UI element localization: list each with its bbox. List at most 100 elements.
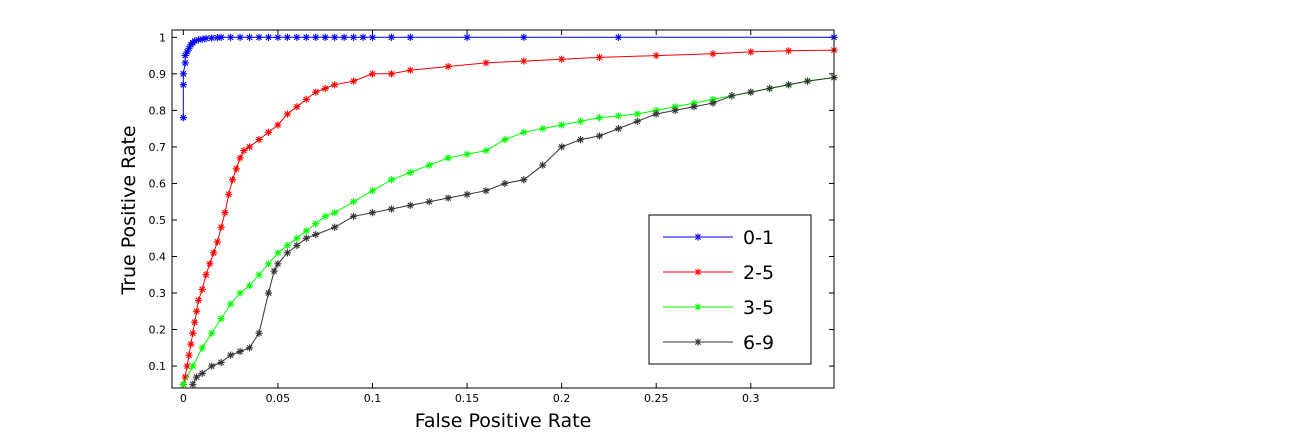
x-tick-label: 0.05: [266, 392, 291, 405]
data-point-6-9: [236, 347, 244, 356]
legend-label: 6-9: [743, 332, 774, 354]
data-point-6-9: [482, 187, 490, 195]
data-point-3-5: [520, 128, 528, 136]
data-point-6-9: [747, 88, 755, 96]
data-point-6-9: [444, 194, 452, 202]
data-point-3-5: [293, 234, 301, 242]
data-point-2-5: [595, 53, 604, 61]
legend-item-0-1: 0-1: [663, 227, 774, 249]
data-point-6-9: [264, 289, 273, 297]
data-point-2-5: [293, 103, 301, 111]
data-point-2-5: [709, 50, 717, 58]
data-point-3-5: [349, 198, 358, 206]
data-point-3-5: [633, 110, 641, 118]
data-point-0-1: [264, 33, 273, 41]
legend-marker: [694, 233, 702, 241]
legend-item-2-5: 2-5: [663, 262, 774, 284]
data-point-6-9: [652, 110, 660, 118]
data-point-3-5: [245, 282, 254, 290]
data-point-0-1: [236, 33, 244, 41]
y-tick-label: 0.1: [149, 360, 167, 373]
data-point-2-5: [217, 223, 225, 231]
data-point-2-5: [255, 135, 263, 144]
data-point-3-5: [368, 187, 377, 195]
data-point-0-1: [349, 33, 358, 41]
y-tick-label: 0.5: [149, 214, 167, 227]
data-point-2-5: [210, 249, 218, 257]
data-point-0-1: [368, 33, 377, 41]
data-point-2-5: [198, 285, 206, 293]
series-3-5: [179, 73, 838, 388]
data-point-3-5: [179, 380, 187, 388]
data-point-3-5: [425, 161, 433, 169]
x-tick-labels: 0 0.05 0.1 0.15 0.2 0.25 0.3: [180, 392, 760, 405]
legend-label: 0-1: [743, 227, 774, 249]
data-point-2-5: [264, 128, 273, 136]
y-tick-label: 0.7: [149, 141, 167, 154]
data-point-6-9: [520, 176, 528, 184]
data-point-6-9: [766, 84, 774, 93]
series-2-5: [179, 46, 838, 388]
data-point-3-5: [614, 112, 622, 120]
data-point-3-5: [558, 121, 566, 129]
data-point-6-9: [283, 249, 291, 257]
data-point-3-5: [274, 249, 282, 257]
data-point-2-5: [482, 59, 490, 67]
data-point-3-5: [255, 271, 263, 279]
data-point-6-9: [595, 132, 604, 140]
y-tick-labels: 0.1 0.2 0.3 0.4 0.5 0.6 0.7 0.8 0.9 1: [149, 31, 167, 373]
data-point-2-5: [189, 329, 197, 337]
data-point-6-9: [245, 344, 254, 352]
data-point-0-1: [245, 33, 254, 41]
data-point-6-9: [270, 267, 278, 275]
legend-label: 2-5: [743, 262, 774, 284]
data-point-6-9: [728, 92, 736, 100]
data-point-2-5: [274, 121, 282, 129]
x-tick-label: 0.15: [455, 392, 480, 405]
y-axis-title: True Positive Rate: [118, 125, 140, 295]
data-point-2-5: [520, 57, 528, 65]
data-point-2-5: [331, 81, 339, 89]
legend-label: 3-5: [743, 297, 774, 319]
data-point-0-1: [463, 33, 471, 41]
data-point-2-5: [312, 88, 320, 96]
data-point-2-5: [213, 238, 221, 246]
x-tick-label: 0.25: [644, 392, 669, 405]
data-point-6-9: [293, 241, 301, 250]
data-point-2-5: [747, 48, 755, 56]
data-point-2-5: [387, 70, 396, 78]
data-point-0-1: [520, 33, 528, 41]
data-point-0-1: [312, 33, 320, 41]
legend: 0-1 2-5 3-5 6-9: [648, 214, 812, 365]
data-point-0-1: [387, 33, 396, 41]
legend-marker: [694, 338, 702, 346]
data-point-2-5: [191, 318, 199, 326]
data-point-2-5: [368, 70, 377, 78]
data-point-3-5: [321, 212, 329, 220]
data-point-3-5: [217, 314, 225, 323]
data-point-0-1: [293, 33, 301, 41]
data-point-6-9: [368, 209, 377, 217]
data-point-3-5: [387, 176, 396, 184]
data-point-0-1: [255, 33, 263, 41]
data-point-0-1: [321, 33, 329, 41]
y-tick-label: 0.4: [149, 250, 167, 263]
data-point-3-5: [264, 260, 273, 268]
data-point-0-1: [179, 114, 187, 122]
data-point-0-1: [406, 33, 414, 41]
data-point-6-9: [463, 190, 471, 198]
series-0-1: [179, 33, 838, 122]
data-point-6-9: [349, 212, 358, 220]
data-point-2-5: [406, 66, 414, 74]
data-point-0-1: [274, 33, 282, 41]
data-point-6-9: [227, 351, 235, 359]
data-point-0-1: [302, 33, 310, 41]
data-point-3-5: [236, 289, 244, 297]
data-point-3-5: [539, 125, 547, 133]
x-tick-label: 0.3: [742, 392, 760, 405]
data-point-2-5: [558, 55, 566, 63]
data-point-2-5: [232, 165, 240, 173]
series-6-9: [189, 73, 838, 388]
data-point-3-5: [208, 329, 216, 337]
series-layer: [179, 33, 838, 388]
